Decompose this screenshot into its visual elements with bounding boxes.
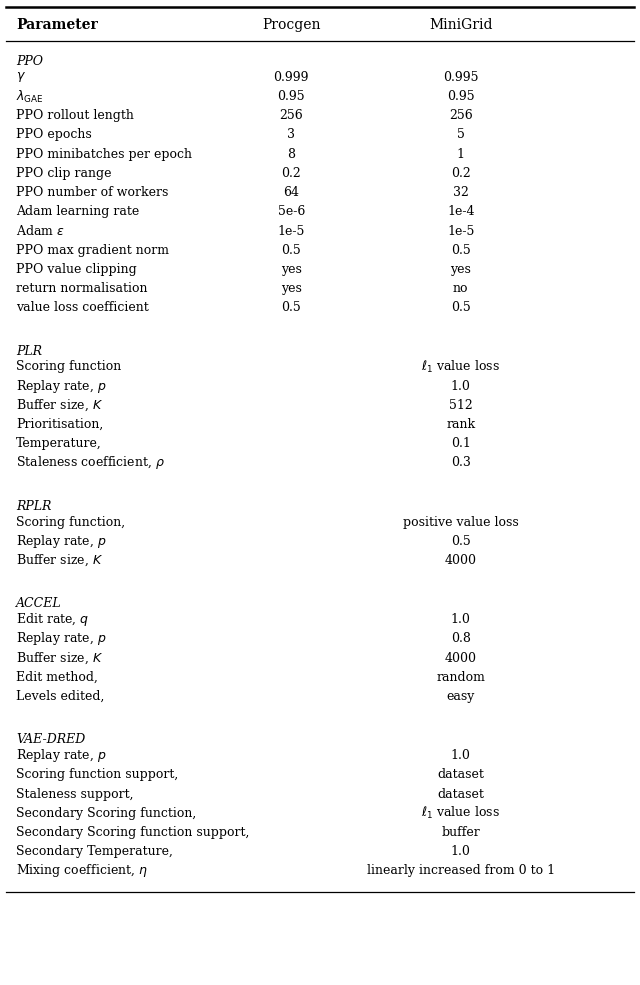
Text: 0.5: 0.5 xyxy=(451,535,470,548)
Text: 1e-5: 1e-5 xyxy=(447,225,474,237)
Text: Procgen: Procgen xyxy=(262,18,321,32)
Text: Replay rate, $p$: Replay rate, $p$ xyxy=(16,747,106,764)
Text: 1.0: 1.0 xyxy=(451,750,471,762)
Text: dataset: dataset xyxy=(437,768,484,781)
Text: ACCEL: ACCEL xyxy=(16,598,61,611)
Text: MiniGrid: MiniGrid xyxy=(429,18,493,32)
Text: 4000: 4000 xyxy=(445,554,477,567)
Text: PPO max gradient norm: PPO max gradient norm xyxy=(16,243,169,257)
Text: 32: 32 xyxy=(453,186,468,199)
Text: 0.95: 0.95 xyxy=(277,90,305,103)
Text: no: no xyxy=(453,282,468,296)
Text: Edit rate, $q$: Edit rate, $q$ xyxy=(16,611,90,628)
Text: 3: 3 xyxy=(287,128,295,142)
Text: Adam $\epsilon$: Adam $\epsilon$ xyxy=(16,224,65,238)
Text: linearly increased from 0 to 1: linearly increased from 0 to 1 xyxy=(367,865,555,878)
Text: 0.5: 0.5 xyxy=(451,301,470,314)
Text: 0.2: 0.2 xyxy=(451,166,470,180)
Text: Scoring function,: Scoring function, xyxy=(16,515,125,529)
Text: Adam learning rate: Adam learning rate xyxy=(16,205,140,219)
Text: Replay rate, $p$: Replay rate, $p$ xyxy=(16,630,106,647)
Text: $\ell_1$ value loss: $\ell_1$ value loss xyxy=(421,359,500,375)
Text: 256: 256 xyxy=(449,109,473,122)
Text: 1e-4: 1e-4 xyxy=(447,205,474,219)
Text: RPLR: RPLR xyxy=(16,500,51,513)
Text: value loss coefficient: value loss coefficient xyxy=(16,301,148,314)
Text: easy: easy xyxy=(447,690,475,703)
Text: Temperature,: Temperature, xyxy=(16,437,102,450)
Text: 0.1: 0.1 xyxy=(451,437,471,450)
Text: PPO number of workers: PPO number of workers xyxy=(16,186,168,199)
Text: rank: rank xyxy=(446,418,476,431)
Text: yes: yes xyxy=(281,282,301,296)
Text: 1.0: 1.0 xyxy=(451,379,471,393)
Text: Mixing coefficient, $\eta$: Mixing coefficient, $\eta$ xyxy=(16,862,148,880)
Text: dataset: dataset xyxy=(437,788,484,801)
Text: Replay rate, $p$: Replay rate, $p$ xyxy=(16,377,106,395)
Text: Buffer size, $K$: Buffer size, $K$ xyxy=(16,553,103,568)
Text: 64: 64 xyxy=(283,186,300,199)
Text: 0.2: 0.2 xyxy=(282,166,301,180)
Text: 0.3: 0.3 xyxy=(451,456,471,470)
Text: PPO: PPO xyxy=(16,55,43,68)
Text: PPO minibatches per epoch: PPO minibatches per epoch xyxy=(16,148,192,161)
Text: 1.0: 1.0 xyxy=(451,614,471,626)
Text: Staleness coefficient, $\rho$: Staleness coefficient, $\rho$ xyxy=(16,454,165,472)
Text: 0.5: 0.5 xyxy=(451,243,470,257)
Text: return normalisation: return normalisation xyxy=(16,282,147,296)
Text: Secondary Temperature,: Secondary Temperature, xyxy=(16,845,173,858)
Text: Scoring function: Scoring function xyxy=(16,361,121,373)
Text: 0.995: 0.995 xyxy=(443,71,479,84)
Text: PLR: PLR xyxy=(16,345,42,358)
Text: 512: 512 xyxy=(449,399,473,412)
Text: 1: 1 xyxy=(457,148,465,161)
Text: random: random xyxy=(436,671,485,684)
Text: 1e-5: 1e-5 xyxy=(278,225,305,237)
Text: Levels edited,: Levels edited, xyxy=(16,690,104,703)
Text: $\lambda_{\mathrm{GAE}}$: $\lambda_{\mathrm{GAE}}$ xyxy=(16,89,44,104)
Text: Buffer size, $K$: Buffer size, $K$ xyxy=(16,398,103,413)
Text: yes: yes xyxy=(451,263,471,276)
Text: Replay rate, $p$: Replay rate, $p$ xyxy=(16,533,106,550)
Text: buffer: buffer xyxy=(442,826,480,839)
Text: 8: 8 xyxy=(287,148,295,161)
Text: PPO clip range: PPO clip range xyxy=(16,166,111,180)
Text: Secondary Scoring function,: Secondary Scoring function, xyxy=(16,807,196,820)
Text: 5e-6: 5e-6 xyxy=(278,205,305,219)
Text: 0.5: 0.5 xyxy=(282,301,301,314)
Text: yes: yes xyxy=(281,263,301,276)
Text: Staleness support,: Staleness support, xyxy=(16,788,134,801)
Text: 1.0: 1.0 xyxy=(451,845,471,858)
Text: PPO value clipping: PPO value clipping xyxy=(16,263,137,276)
Text: Secondary Scoring function support,: Secondary Scoring function support, xyxy=(16,826,250,839)
Text: 0.999: 0.999 xyxy=(273,71,309,84)
Text: Prioritisation,: Prioritisation, xyxy=(16,418,103,431)
Text: PPO epochs: PPO epochs xyxy=(16,128,92,142)
Text: 256: 256 xyxy=(279,109,303,122)
Text: $\ell_1$ value loss: $\ell_1$ value loss xyxy=(421,805,500,821)
Text: 0.5: 0.5 xyxy=(282,243,301,257)
Text: 4000: 4000 xyxy=(445,652,477,665)
Text: PPO rollout length: PPO rollout length xyxy=(16,109,134,122)
Text: Parameter: Parameter xyxy=(16,18,98,32)
Text: 0.95: 0.95 xyxy=(447,90,475,103)
Text: Edit method,: Edit method, xyxy=(16,671,98,684)
Text: positive value loss: positive value loss xyxy=(403,515,518,529)
Text: $\gamma$: $\gamma$ xyxy=(16,70,26,85)
Text: Buffer size, $K$: Buffer size, $K$ xyxy=(16,650,103,666)
Text: Scoring function support,: Scoring function support, xyxy=(16,768,179,781)
Text: 5: 5 xyxy=(457,128,465,142)
Text: VAE-DRED: VAE-DRED xyxy=(16,734,85,747)
Text: 0.8: 0.8 xyxy=(451,632,471,645)
